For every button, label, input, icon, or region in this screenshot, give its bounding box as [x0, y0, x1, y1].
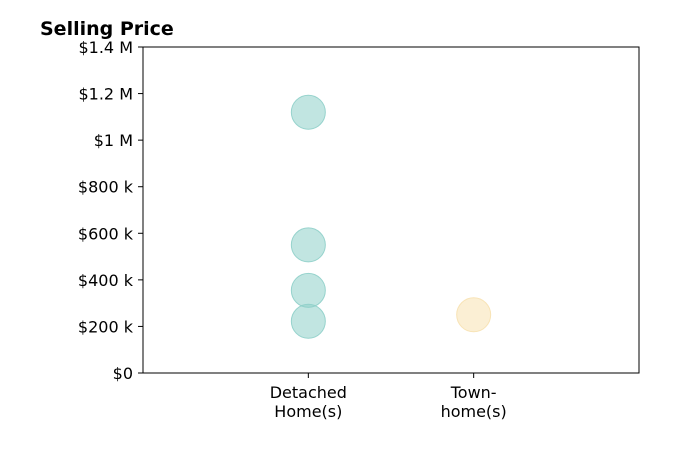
y-tick-label: $200 k	[78, 317, 134, 336]
y-axis: $0 $200 k $400 k $600 k $800 k $1 M $1.2 M $1.4…	[78, 38, 143, 383]
data-point	[290, 272, 326, 308]
x-tick-label: Detached Home(s)	[270, 383, 347, 421]
x-tick-label-line: Detached	[270, 383, 347, 402]
plot-area	[142, 46, 640, 374]
x-tick-label-line: Home(s)	[274, 402, 342, 421]
data-point	[290, 303, 326, 339]
y-tick-label: $400 k	[78, 271, 134, 290]
y-tick-label: $0	[113, 364, 133, 383]
data-point	[290, 94, 326, 130]
chart-title: Selling Price	[40, 18, 174, 40]
x-tick-label-line: home(s)	[441, 402, 507, 421]
y-tick-label: $1 M	[94, 131, 133, 150]
x-tick-label: Town-home(s)	[441, 383, 507, 421]
data-point	[290, 227, 326, 263]
y-tick-label: $600 k	[78, 224, 134, 243]
data-point	[456, 297, 492, 333]
y-tick-label: $1.4 M	[78, 38, 133, 57]
y-tick-label: $1.2 M	[78, 85, 133, 104]
data-points	[290, 94, 492, 339]
y-tick-label: $800 k	[78, 178, 134, 197]
x-tick-label-line: Town-	[450, 383, 497, 402]
x-axis: Detached Home(s) Town-home(s)	[270, 373, 507, 421]
